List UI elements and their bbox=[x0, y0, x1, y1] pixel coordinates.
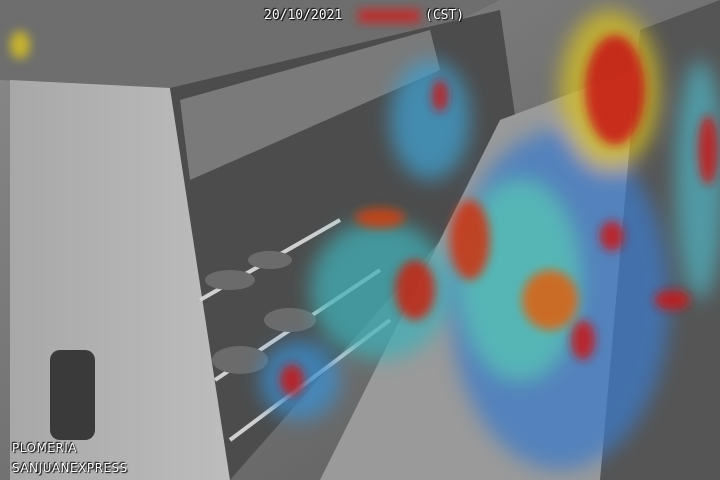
timezone-stamp: (CST) bbox=[425, 8, 465, 23]
camera-caption: PLOMERIA bbox=[12, 441, 77, 455]
date-stamp: 20/10/2021 bbox=[264, 8, 343, 23]
camera-caption: SANJUANEXPRESS bbox=[12, 461, 128, 475]
